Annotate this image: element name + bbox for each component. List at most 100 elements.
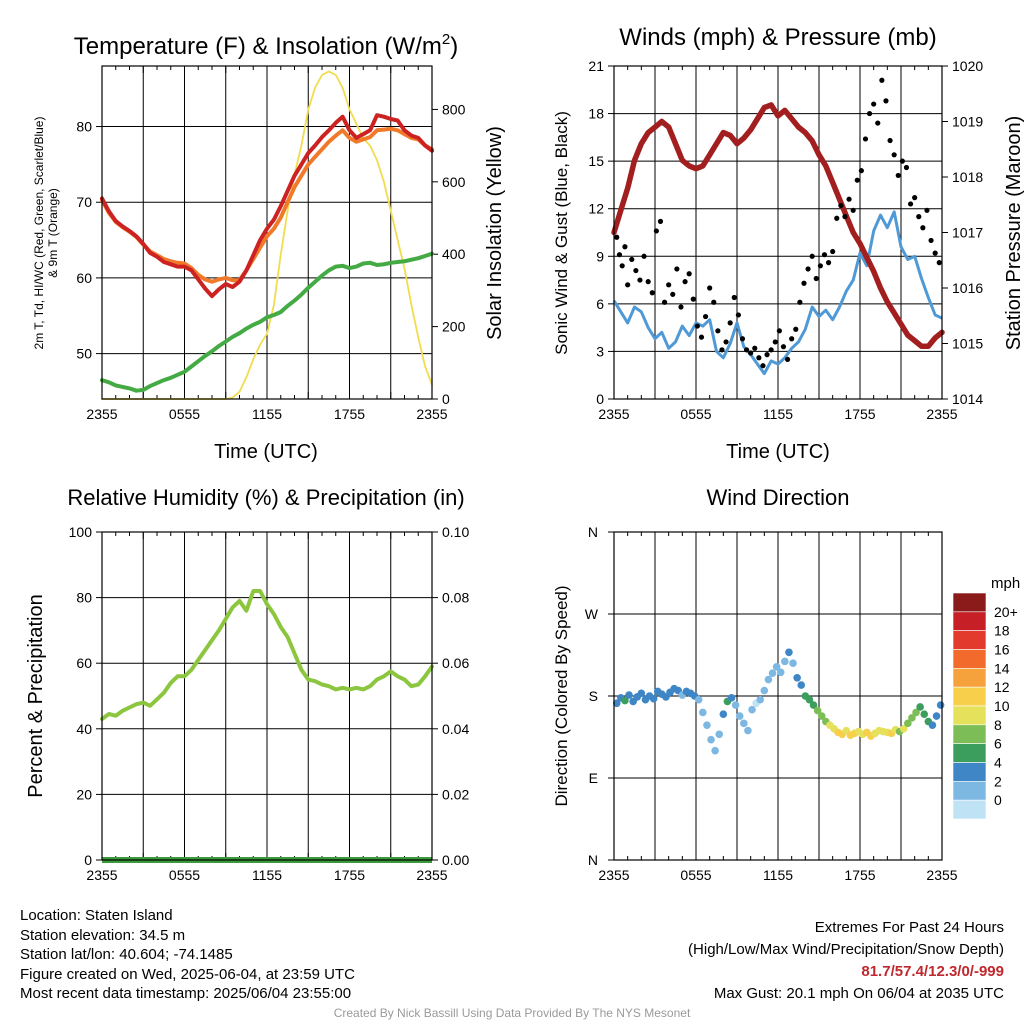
gust-point <box>850 207 856 213</box>
gust-point <box>752 345 758 351</box>
direction-point <box>719 710 728 719</box>
colorbar-swatch <box>952 781 987 801</box>
gust-point <box>817 263 823 269</box>
winds-pressure-chart: Winds (mph) & Pressure (mb) Time (UTC) S… <box>552 24 1024 463</box>
colorbar-swatch <box>952 762 987 782</box>
y-tick-label: 1017 <box>952 225 983 241</box>
direction-point <box>932 712 941 720</box>
direction-point <box>711 746 719 755</box>
gust-point <box>846 196 852 202</box>
direction-point <box>916 703 924 711</box>
x-tick-label: 2355 <box>416 406 447 422</box>
gust-point <box>830 248 836 255</box>
gust-point <box>912 195 918 201</box>
gust-point <box>916 214 922 220</box>
direction-point <box>813 706 822 715</box>
direction-point <box>715 730 724 739</box>
gust-point <box>895 172 901 179</box>
x-tick-label: 1155 <box>763 406 793 422</box>
colorbar-label: 10 <box>994 698 1010 714</box>
extremes-subtitle: (High/Low/Max Wind/Precipitation/Snow De… <box>688 941 1004 958</box>
direction-point <box>625 691 633 699</box>
x-tick-label: 1755 <box>334 406 365 422</box>
gust-point <box>801 280 807 286</box>
y-tick-label: 60 <box>76 270 92 286</box>
gust-point <box>619 263 625 269</box>
y-tick-label: 1019 <box>952 114 983 130</box>
y-tick-label: E <box>589 770 598 786</box>
gust-point <box>887 137 893 144</box>
x-tick-label: 2355 <box>86 406 117 422</box>
gust-point <box>711 299 717 305</box>
station-location: Location: Staten Island <box>20 907 173 924</box>
x-tick-label: 2355 <box>598 406 629 422</box>
direction-point <box>731 701 740 709</box>
gust-point <box>731 294 737 301</box>
y-tick-label: 200 <box>442 319 466 335</box>
colorbar-label: 8 <box>994 717 1002 733</box>
y-tick-label: 9 <box>596 248 604 264</box>
direction-point <box>694 695 703 704</box>
gust-point <box>614 234 620 240</box>
y-tick-label: 800 <box>442 101 466 117</box>
y-tick-label: 0.10 <box>442 524 469 540</box>
gust-point <box>920 225 926 231</box>
colorbar-swatch <box>952 705 987 726</box>
gust-point <box>776 328 782 334</box>
plot-border <box>101 65 433 400</box>
gust-point <box>805 266 811 272</box>
temperature-y-axis-label-1: 2m T, Td, HI/WC (Red, Green, Scarlet/Blu… <box>32 117 46 350</box>
y-tick-label: 100 <box>69 524 93 540</box>
colorbar-label: 14 <box>994 660 1010 676</box>
temperature-x-axis-label: Time (UTC) <box>214 441 318 463</box>
gust-point <box>735 312 741 318</box>
x-tick-label: 0555 <box>169 867 200 883</box>
gust-point <box>871 101 877 107</box>
gust-point <box>780 344 787 350</box>
gust-point <box>813 275 819 282</box>
series-line-relative-humidity <box>100 589 434 721</box>
humidity-chart-title: Relative Humidity (%) & Precipitation (i… <box>67 485 464 510</box>
x-tick-label: 0555 <box>680 867 711 883</box>
direction-point <box>637 689 646 698</box>
y-tick-label: S <box>589 688 598 704</box>
y-tick-label: 50 <box>76 346 92 362</box>
direction-point <box>703 721 711 729</box>
extremes-info: Extremes For Past 24 Hours (High/Low/Max… <box>688 917 1004 1005</box>
colorbar-swatch <box>952 724 987 744</box>
colorbar-swatch <box>952 649 987 669</box>
y-tick-label: 60 <box>76 655 92 671</box>
direction-y-axis-label: Direction (Colored By Speed) <box>552 585 571 806</box>
gust-point <box>879 77 885 83</box>
y-tick-label: 0 <box>84 852 92 868</box>
y-tick-label: 1018 <box>952 169 983 185</box>
direction-point <box>776 668 785 677</box>
x-tick-label: 0555 <box>169 406 200 422</box>
direction-point <box>936 701 945 709</box>
station-latlon: Station lat/lon: 40.604; -74.1485 <box>20 946 233 963</box>
colorbar-label: 12 <box>994 679 1010 695</box>
gust-point <box>698 334 705 340</box>
gust-point <box>739 336 746 342</box>
gust-point <box>797 299 803 305</box>
y-tick-label: 1015 <box>952 336 983 352</box>
gust-point <box>748 350 754 356</box>
direction-point <box>781 657 789 666</box>
figure-created: Figure created on Wed, 2025-06-04, at 23… <box>20 965 355 983</box>
gust-point <box>858 168 864 174</box>
y-tick-label: 18 <box>588 106 604 122</box>
gust-point <box>657 218 664 224</box>
x-tick-label: 1155 <box>252 867 282 883</box>
gust-point <box>674 266 680 272</box>
y-tick-label: 0 <box>596 391 604 407</box>
winds-x-axis-label: Time (UTC) <box>726 441 830 463</box>
gust-point <box>756 355 762 361</box>
direction-point <box>793 673 801 682</box>
direction-point <box>805 695 814 704</box>
direction-point <box>785 648 793 657</box>
gust-point <box>649 290 655 296</box>
gust-point <box>666 282 672 288</box>
gust-point <box>715 328 721 334</box>
gust-point <box>834 215 840 221</box>
